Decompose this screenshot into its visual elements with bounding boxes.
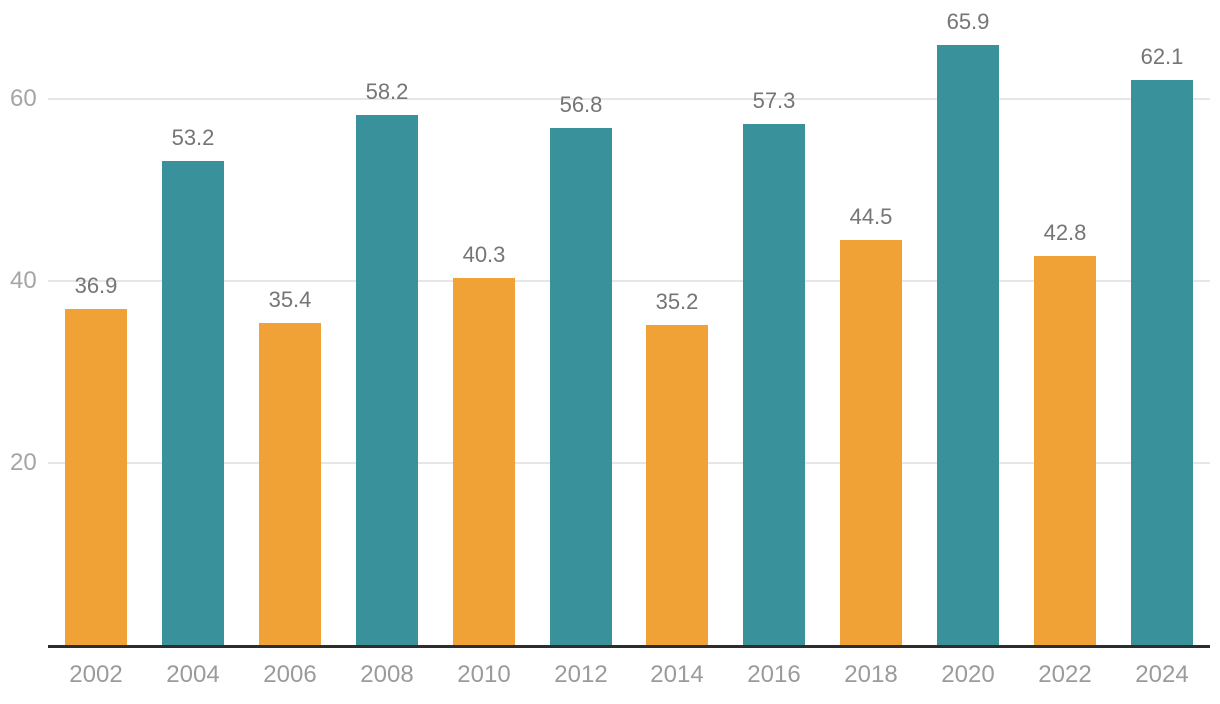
bar-2018 <box>840 240 902 645</box>
x-axis-tick-label: 2010 <box>457 661 511 688</box>
x-axis-tick-label: 2024 <box>1135 661 1189 688</box>
x-axis-tick-label: 2012 <box>554 661 608 688</box>
bar-value-label: 44.5 <box>849 204 893 229</box>
bar-2002 <box>65 309 127 645</box>
bar-2006 <box>259 323 321 645</box>
bar-2014 <box>646 325 708 645</box>
bar-value-label: 57.3 <box>752 88 796 113</box>
x-axis-tick-label: 2020 <box>941 661 995 688</box>
bar-value-label: 35.4 <box>268 287 312 312</box>
gridline <box>48 280 1210 283</box>
x-axis-tick-label: 2002 <box>69 661 123 688</box>
bar-2024 <box>1131 80 1193 645</box>
y-axis-tick-label: 40 <box>10 267 37 295</box>
bar-2008 <box>356 115 418 645</box>
x-axis-tick-label: 2022 <box>1038 661 1092 688</box>
bar-value-label: 56.8 <box>559 92 603 117</box>
bar-2004 <box>162 161 224 645</box>
x-axis-tick-label: 2018 <box>844 661 898 688</box>
x-axis-tick-label: 2016 <box>747 661 801 688</box>
y-axis-tick-label: 60 <box>10 85 37 113</box>
gridline <box>48 462 1210 465</box>
bar-value-label: 62.1 <box>1140 44 1184 69</box>
bar-2012 <box>550 128 612 645</box>
bar-value-label: 65.9 <box>946 9 990 34</box>
bar-value-label: 36.9 <box>74 273 118 298</box>
x-axis-tick-label: 2014 <box>650 661 704 688</box>
x-axis-line <box>48 645 1210 648</box>
bar-value-label: 35.2 <box>655 289 699 314</box>
y-axis-tick-label: 20 <box>10 449 37 477</box>
x-axis-tick-label: 2008 <box>360 661 414 688</box>
x-axis-tick-label: 2006 <box>263 661 317 688</box>
bar-2022 <box>1034 256 1096 645</box>
bar-value-label: 53.2 <box>171 125 215 150</box>
x-axis-tick-label: 2004 <box>166 661 220 688</box>
bar-2010 <box>453 278 515 645</box>
bar-value-label: 58.2 <box>365 79 409 104</box>
gridline <box>48 98 1210 101</box>
bar-value-label: 42.8 <box>1043 220 1087 245</box>
bar-2020 <box>937 45 999 645</box>
bar-2016 <box>743 124 805 645</box>
bar-value-label: 40.3 <box>462 242 506 267</box>
